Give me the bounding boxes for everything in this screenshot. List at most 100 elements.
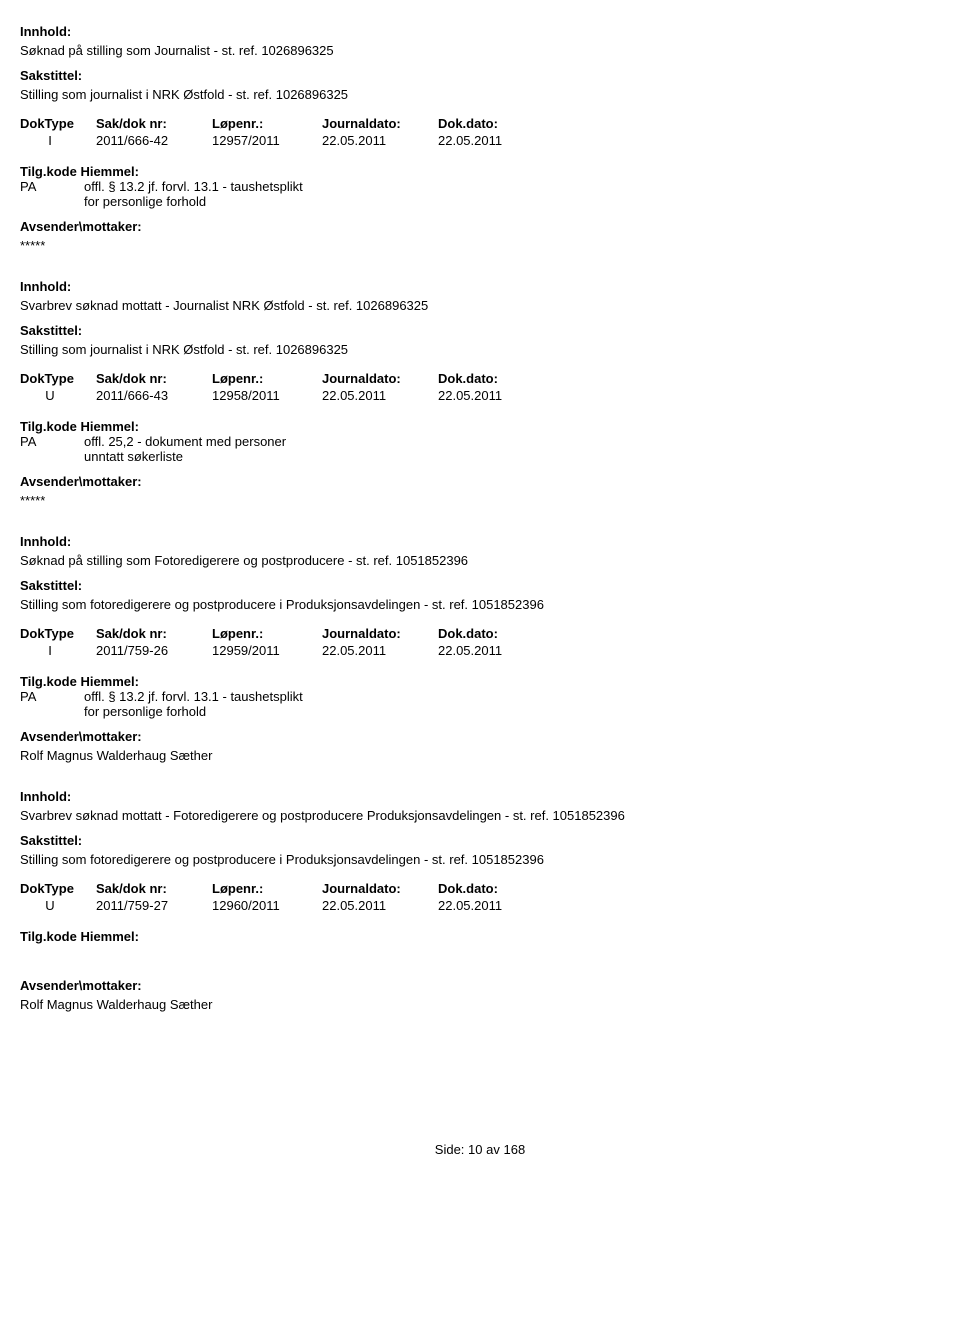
avsender-label: Avsender\mottaker: [20,978,940,993]
tilgkode-label: Tilg.kode [20,929,77,944]
innhold-text: Svarbrev søknad mottatt - Fotoredigerere… [20,808,940,823]
tilgkode-hiemmel-label: Tilg.kode Hiemmel: [20,674,940,689]
journaldato-value: 22.05.2011 [322,643,438,658]
hjemmel-text-1: offl. § 13.2 jf. forvl. 13.1 - taushetsp… [84,179,303,194]
meta-table: DokType Sak/dok nr: Løpenr.: Journaldato… [20,626,554,658]
avsender-label: Avsender\mottaker: [20,729,940,744]
avsender-value: Rolf Magnus Walderhaug Sæther [20,997,940,1012]
sakdok-value: 2011/666-42 [96,133,212,148]
tilgkode-hiemmel-label: Tilg.kode Hiemmel: [20,929,940,944]
lopenr-value: 12960/2011 [212,898,322,913]
hjemmel-row: PA offl. § 13.2 jf. forvl. 13.1 - taushe… [20,689,940,704]
journal-entry: Innhold: Svarbrev søknad mottatt - Journ… [20,279,940,508]
dokdato-value: 22.05.2011 [438,388,554,403]
avsender-value: ***** [20,493,940,508]
col-dokdato: Dok.dato: [438,116,554,133]
sakstittel-label: Sakstittel: [20,578,940,593]
col-journaldato: Journaldato: [322,626,438,643]
lopenr-value: 12959/2011 [212,643,322,658]
innhold-text: Søknad på stilling som Fotoredigerere og… [20,553,940,568]
journal-entry: Innhold: Søknad på stilling som Fotoredi… [20,534,940,763]
tilgkode-hiemmel-label: Tilg.kode Hiemmel: [20,164,940,179]
col-doktype: DokType [20,116,96,133]
doktype-value: I [20,643,96,658]
innhold-label: Innhold: [20,534,940,549]
meta-table: DokType Sak/dok nr: Løpenr.: Journaldato… [20,881,554,913]
innhold-text: Søknad på stilling som Journalist - st. … [20,43,940,58]
col-sakdok: Sak/dok nr: [96,626,212,643]
hjemmel-text-2: for personlige forhold [84,704,940,719]
col-doktype: DokType [20,626,96,643]
doktype-value: U [20,898,96,913]
tilgkode-value: PA [20,689,84,704]
innhold-label: Innhold: [20,24,940,39]
col-dokdato: Dok.dato: [438,626,554,643]
col-lopenr: Løpenr.: [212,881,322,898]
lopenr-value: 12958/2011 [212,388,322,403]
col-journaldato: Journaldato: [322,371,438,388]
page-number: 10 [468,1142,482,1157]
avsender-value: ***** [20,238,940,253]
hiemmel-label: Hiemmel: [80,419,139,434]
sakstittel-label: Sakstittel: [20,323,940,338]
avsender-value: Rolf Magnus Walderhaug Sæther [20,748,940,763]
avsender-label: Avsender\mottaker: [20,474,940,489]
meta-table: DokType Sak/dok nr: Løpenr.: Journaldato… [20,116,554,148]
col-sakdok: Sak/dok nr: [96,881,212,898]
tilgkode-value: PA [20,179,84,194]
col-lopenr: Løpenr.: [212,626,322,643]
doktype-value: U [20,388,96,403]
side-label: Side: [435,1142,465,1157]
dokdato-value: 22.05.2011 [438,133,554,148]
col-dokdato: Dok.dato: [438,881,554,898]
av-label: av [486,1142,500,1157]
tilgkode-label: Tilg.kode [20,164,77,179]
sakstittel-text: Stilling som journalist i NRK Østfold - … [20,342,940,357]
hjemmel-text-1: offl. § 13.2 jf. forvl. 13.1 - taushetsp… [84,689,303,704]
sakdok-value: 2011/759-26 [96,643,212,658]
sakstittel-label: Sakstittel: [20,833,940,848]
col-journaldato: Journaldato: [322,881,438,898]
col-lopenr: Løpenr.: [212,371,322,388]
page-footer: Side: 10 av 168 [20,1142,940,1157]
hjemmel-row: PA offl. § 13.2 jf. forvl. 13.1 - taushe… [20,179,940,194]
sakstittel-text: Stilling som fotoredigerere og postprodu… [20,852,940,867]
sakstittel-label: Sakstittel: [20,68,940,83]
tilgkode-label: Tilg.kode [20,674,77,689]
lopenr-value: 12957/2011 [212,133,322,148]
sakstittel-text: Stilling som fotoredigerere og postprodu… [20,597,940,612]
col-sakdok: Sak/dok nr: [96,116,212,133]
journaldato-value: 22.05.2011 [322,388,438,403]
meta-table: DokType Sak/dok nr: Løpenr.: Journaldato… [20,371,554,403]
page-total: 168 [504,1142,526,1157]
dokdato-value: 22.05.2011 [438,643,554,658]
sakstittel-text: Stilling som journalist i NRK Østfold - … [20,87,940,102]
journal-entry: Innhold: Søknad på stilling som Journali… [20,24,940,253]
innhold-label: Innhold: [20,789,940,804]
hjemmel-text-1: offl. 25,2 - dokument med personer [84,434,286,449]
col-doktype: DokType [20,881,96,898]
hiemmel-label: Hiemmel: [80,929,139,944]
innhold-text: Svarbrev søknad mottatt - Journalist NRK… [20,298,940,313]
hjemmel-text-2: for personlige forhold [84,194,940,209]
dokdato-value: 22.05.2011 [438,898,554,913]
avsender-label: Avsender\mottaker: [20,219,940,234]
doktype-value: I [20,133,96,148]
journaldato-value: 22.05.2011 [322,898,438,913]
col-dokdato: Dok.dato: [438,371,554,388]
sakdok-value: 2011/666-43 [96,388,212,403]
tilgkode-hiemmel-label: Tilg.kode Hiemmel: [20,419,940,434]
sakdok-value: 2011/759-27 [96,898,212,913]
innhold-label: Innhold: [20,279,940,294]
hjemmel-text-2: unntatt søkerliste [84,449,940,464]
hiemmel-label: Hiemmel: [80,164,139,179]
journaldato-value: 22.05.2011 [322,133,438,148]
journal-entry: Innhold: Svarbrev søknad mottatt - Fotor… [20,789,940,1012]
tilgkode-value: PA [20,434,84,449]
col-lopenr: Løpenr.: [212,116,322,133]
hjemmel-row: PA offl. 25,2 - dokument med personer [20,434,940,449]
tilgkode-label: Tilg.kode [20,419,77,434]
col-sakdok: Sak/dok nr: [96,371,212,388]
hiemmel-label: Hiemmel: [80,674,139,689]
col-journaldato: Journaldato: [322,116,438,133]
